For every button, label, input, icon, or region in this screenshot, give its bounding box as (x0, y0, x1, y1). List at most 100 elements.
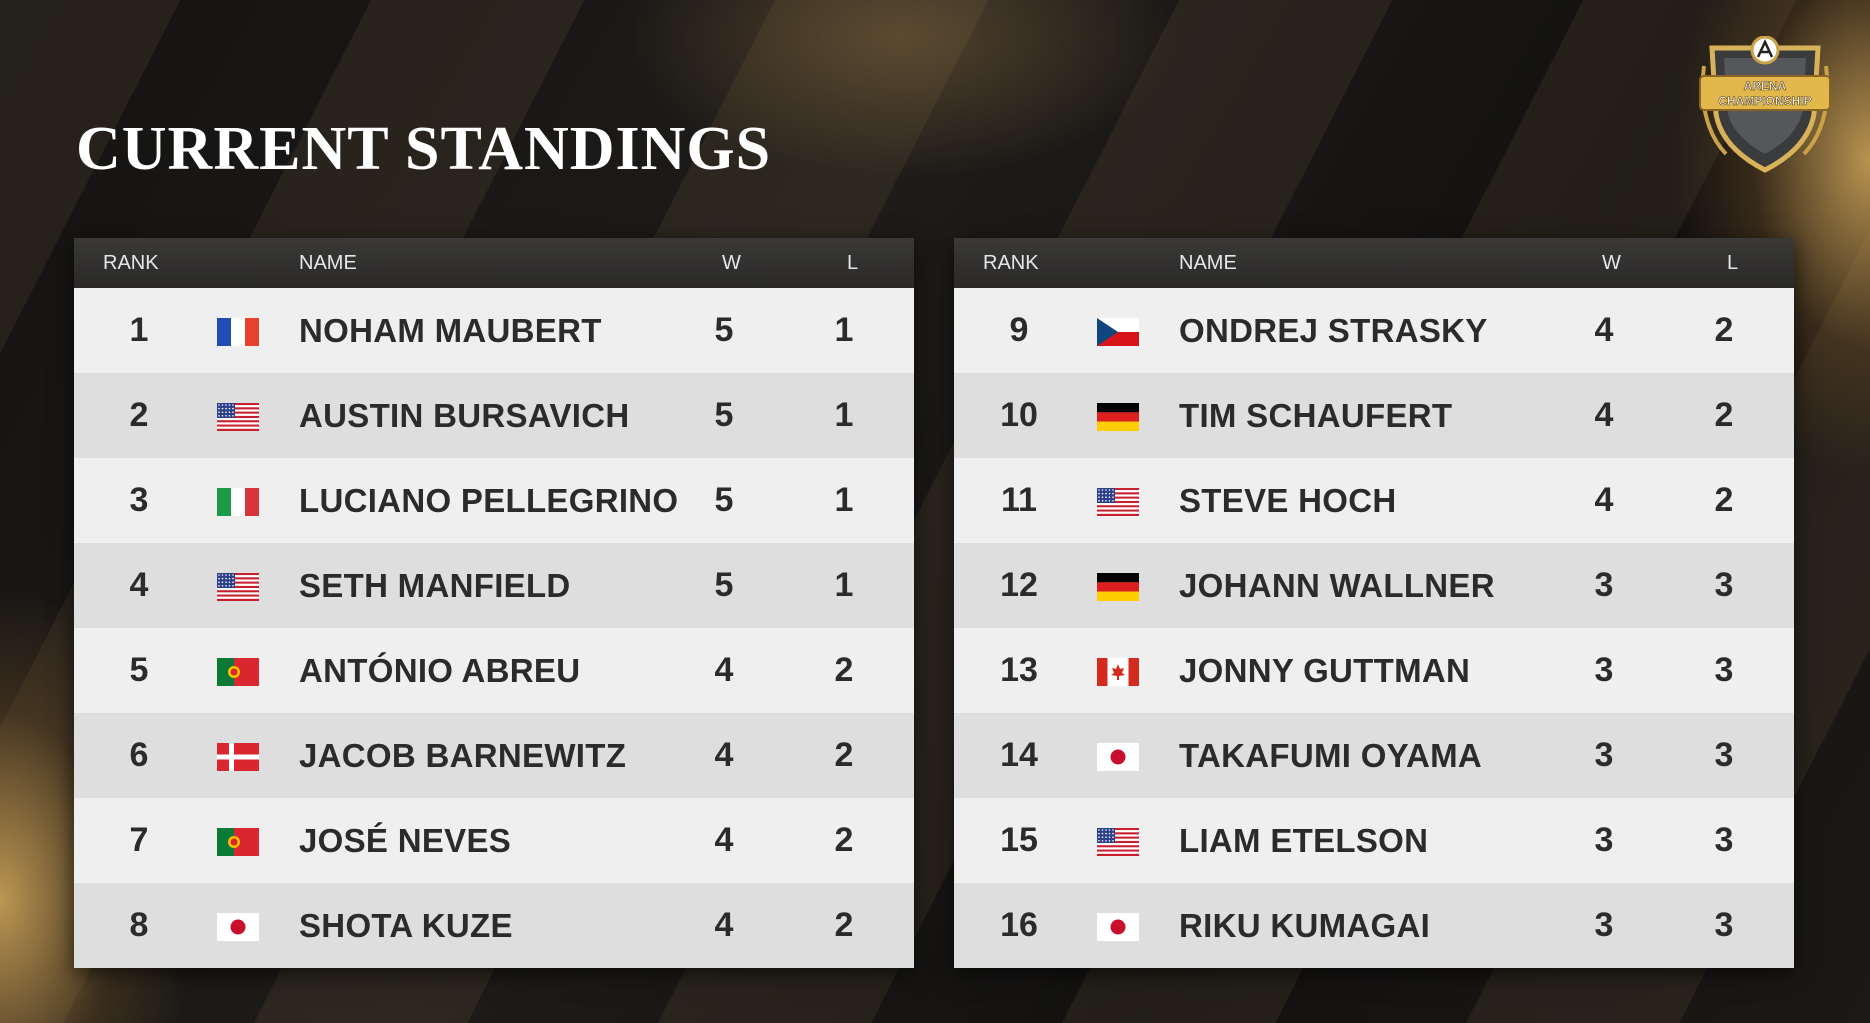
wins-cell: 3 (1594, 821, 1614, 859)
losses-cell: 3 (1714, 821, 1734, 859)
rank-cell: 15 (1000, 821, 1038, 859)
header-name: NAME (299, 252, 357, 274)
wins-cell: 4 (1594, 481, 1614, 519)
rank-cell: 4 (129, 566, 149, 604)
rank-cell: 13 (1000, 651, 1038, 689)
czech-flag-icon (1097, 318, 1139, 346)
rank-cell: 1 (129, 311, 149, 349)
table-row: 6 JACOB BARNEWITZ 4 2 (74, 713, 914, 798)
table-row: 12 JOHANN WALLNER 3 3 (954, 543, 1794, 628)
table-row: 14 TAKAFUMI OYAMA 3 3 (954, 713, 1794, 798)
player-name: NOHAM MAUBERT (299, 312, 602, 349)
table-header: RANK NAME W L (74, 238, 914, 288)
logo-line2: CHAMPIONSHIP (1718, 94, 1811, 108)
background-glow (620, 0, 1180, 180)
losses-cell: 1 (834, 481, 854, 519)
rank-cell: 10 (1000, 396, 1038, 434)
wins-cell: 5 (714, 311, 734, 349)
losses-cell: 2 (834, 736, 854, 774)
losses-cell: 3 (1714, 736, 1734, 774)
standings-table-right: RANK NAME W L 9 ONDREJ STRASKY 4 2 10 TIM SCH… (954, 238, 1794, 968)
rank-cell: 9 (1009, 311, 1029, 349)
header-wins: W (1602, 252, 1621, 274)
player-name: TAKAFUMI OYAMA (1179, 737, 1483, 774)
page-title: CURRENT STANDINGS (76, 115, 772, 183)
header-rank: RANK (103, 252, 159, 274)
italy-flag-icon (217, 488, 259, 516)
rank-cell: 2 (129, 396, 149, 434)
losses-cell: 2 (1714, 396, 1734, 434)
wins-cell: 4 (714, 651, 734, 689)
table-row: 8 SHOTA KUZE 4 2 (74, 883, 914, 968)
player-name: JOHANN WALLNER (1179, 567, 1495, 604)
player-name: JACOB BARNEWITZ (299, 737, 627, 774)
japan-flag-icon (217, 913, 259, 941)
losses-cell: 2 (834, 906, 854, 944)
wins-cell: 4 (714, 821, 734, 859)
japan-flag-icon (1097, 743, 1139, 771)
losses-cell: 2 (834, 651, 854, 689)
wins-cell: 4 (714, 736, 734, 774)
player-name: ONDREJ STRASKY (1179, 312, 1488, 349)
player-name: LUCIANO PELLEGRINO (299, 482, 679, 519)
table-row: 9 ONDREJ STRASKY 4 2 (954, 288, 1794, 373)
table-row: 1 NOHAM MAUBERT 5 1 (74, 288, 914, 373)
rank-cell: 16 (1000, 906, 1038, 944)
player-name: JOSÉ NEVES (299, 822, 512, 859)
denmark-flag-icon (217, 743, 259, 771)
germany-flag-icon (1097, 403, 1139, 431)
usa-flag-icon (217, 573, 259, 601)
losses-cell: 3 (1714, 651, 1734, 689)
table-row: 11 STEVE HOCH 4 2 (954, 458, 1794, 543)
table-row: 13 JONNY GUTTMAN 3 3 (954, 628, 1794, 713)
rank-cell: 3 (129, 481, 149, 519)
player-name: JONNY GUTTMAN (1179, 652, 1471, 689)
wins-cell: 3 (1594, 906, 1614, 944)
wins-cell: 4 (1594, 396, 1614, 434)
rank-cell: 5 (129, 651, 149, 689)
rank-cell: 11 (1001, 481, 1037, 519)
table-header: RANK NAME W L (954, 238, 1794, 288)
table-row: 4 SETH MANFIELD 5 1 (74, 543, 914, 628)
rank-cell: 7 (129, 821, 149, 859)
standings-table-left: RANK NAME W L 1 NOHAM MAUBERT 5 1 2 AUSTIN BU… (74, 238, 914, 968)
table-row: 16 RIKU KUMAGAI 3 3 (954, 883, 1794, 968)
portugal-flag-icon (217, 658, 259, 686)
losses-cell: 2 (1714, 311, 1734, 349)
header-wins: W (722, 252, 741, 274)
rank-cell: 14 (1000, 736, 1038, 774)
header-name: NAME (1179, 252, 1237, 274)
losses-cell: 2 (1714, 481, 1734, 519)
logo-line1: ARENA (1744, 79, 1787, 93)
losses-cell: 3 (1714, 566, 1734, 604)
table-row: 5 ANTÓNIO ABREU 4 2 (74, 628, 914, 713)
rank-cell: 8 (129, 906, 149, 944)
header-losses: L (847, 252, 859, 274)
wins-cell: 3 (1594, 736, 1614, 774)
player-name: SHOTA KUZE (299, 907, 513, 944)
canada-flag-icon (1097, 658, 1139, 686)
player-name: ANTÓNIO ABREU (299, 652, 581, 689)
usa-flag-icon (1097, 828, 1139, 856)
rank-cell: 12 (1000, 566, 1038, 604)
losses-cell: 1 (834, 311, 854, 349)
france-flag-icon (217, 318, 259, 346)
usa-flag-icon (217, 403, 259, 431)
arena-championship-logo: ARENA CHAMPIONSHIP (1699, 36, 1831, 173)
wins-cell: 5 (714, 566, 734, 604)
usa-flag-icon (1097, 488, 1139, 516)
wins-cell: 5 (714, 396, 734, 434)
player-name: SETH MANFIELD (299, 567, 571, 604)
table-row: 7 JOSÉ NEVES 4 2 (74, 798, 914, 883)
table-row: 2 AUSTIN BURSAVICH 5 1 (74, 373, 914, 458)
wins-cell: 4 (714, 906, 734, 944)
table-row: 3 LUCIANO PELLEGRINO 5 1 (74, 458, 914, 543)
japan-flag-icon (1097, 913, 1139, 941)
header-losses: L (1727, 252, 1739, 274)
losses-cell: 3 (1714, 906, 1734, 944)
germany-flag-icon (1097, 573, 1139, 601)
player-name: RIKU KUMAGAI (1179, 907, 1431, 944)
table-row: 15 LIAM ETELSON 3 3 (954, 798, 1794, 883)
player-name: LIAM ETELSON (1179, 822, 1429, 859)
losses-cell: 1 (834, 566, 854, 604)
